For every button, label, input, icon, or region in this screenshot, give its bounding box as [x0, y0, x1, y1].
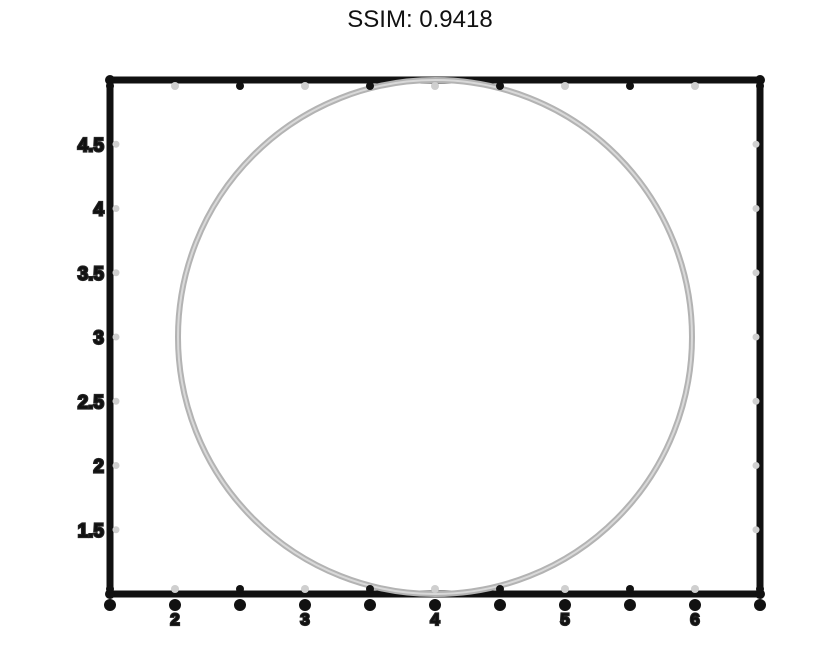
- x-tick-knob: [754, 599, 766, 611]
- y-tick-dot: [112, 205, 120, 212]
- y-tick-dot: [112, 462, 120, 469]
- x-tick-label: 5: [560, 610, 569, 629]
- y-tick-dot-right: [752, 526, 760, 534]
- x-tick-dot-bottom: [106, 585, 114, 593]
- x-tick-knob: [169, 599, 181, 611]
- x-tick-dot-bottom: [171, 585, 179, 593]
- x-tick-dot-top: [171, 82, 179, 90]
- y-tick-dot-right: [752, 269, 760, 277]
- x-tick-label: 2: [170, 610, 179, 629]
- x-tick-label: 4: [430, 610, 440, 629]
- x-tick-knob: [299, 599, 311, 611]
- y-tick-dot: [112, 333, 120, 341]
- x-tick-knob: [559, 599, 571, 611]
- circle-curve: [175, 77, 695, 597]
- y-tick-label: 3.5: [78, 264, 105, 285]
- axes: [105, 75, 765, 599]
- y-tick-dot-right: [752, 397, 760, 405]
- x-tick-dot-bottom: [236, 585, 244, 593]
- x-tick-dot-top: [626, 82, 634, 90]
- x-tick-dot-top: [366, 82, 374, 90]
- y-tick-label: 2: [93, 457, 104, 478]
- y-tick-dot-right: [752, 462, 760, 469]
- y-axis-ticks: 1.5 2 2.5 3 3.5 4 4.5: [76, 134, 760, 543]
- x-tick-dot-top: [756, 82, 764, 90]
- x-axis-ticks: 2 3 4 5 6: [104, 82, 766, 630]
- x-tick-dot-bottom: [431, 585, 439, 593]
- y-tick-dot-right: [752, 140, 760, 148]
- x-tick-dot-bottom: [496, 585, 504, 593]
- axis-corner-dot: [755, 75, 765, 85]
- y-tick-dot: [112, 397, 120, 405]
- x-tick-dot-bottom: [691, 585, 699, 593]
- y-tick-label: 2.5: [78, 392, 105, 413]
- y-tick-dot: [112, 140, 120, 148]
- x-tick-knob: [429, 599, 441, 611]
- figure-title: SSIM: 0.9418: [347, 6, 492, 33]
- y-tick-dot: [112, 526, 120, 534]
- x-tick-knob: [624, 599, 636, 611]
- x-tick-dot-top: [691, 82, 699, 90]
- x-tick-label: 6: [690, 610, 699, 629]
- x-tick-dot-bottom: [561, 585, 569, 593]
- y-tick-label: 1.5: [78, 521, 105, 542]
- x-tick-label: 3: [300, 610, 309, 629]
- x-tick-dot-top: [106, 82, 114, 90]
- x-tick-knob: [364, 599, 376, 611]
- x-tick-dot-bottom: [301, 585, 309, 593]
- x-tick-dot-bottom: [626, 585, 634, 593]
- x-tick-dot-top: [561, 82, 569, 90]
- y-tick-dot-right: [752, 333, 760, 341]
- circle-curve-highlight: [177, 79, 693, 595]
- y-tick-label: 4: [93, 200, 104, 221]
- plot-area: [175, 77, 695, 597]
- x-tick-dot-top: [301, 82, 309, 90]
- x-tick-knob: [104, 599, 116, 611]
- y-tick-dot: [112, 269, 120, 277]
- x-tick-knob: [494, 599, 506, 611]
- y-tick-label: 4.5: [78, 135, 105, 156]
- axis-corner-dot: [105, 75, 115, 85]
- x-tick-dot-top: [236, 82, 244, 90]
- y-tick-label: 3: [93, 328, 104, 349]
- x-tick-knob: [234, 599, 246, 611]
- y-tick-dot-right: [752, 205, 760, 212]
- x-tick-dot-top: [496, 82, 504, 90]
- x-tick-dot-top: [431, 82, 439, 90]
- x-tick-dot-bottom: [366, 585, 374, 593]
- x-tick-dot-bottom: [756, 585, 764, 593]
- x-tick-knob: [689, 599, 701, 611]
